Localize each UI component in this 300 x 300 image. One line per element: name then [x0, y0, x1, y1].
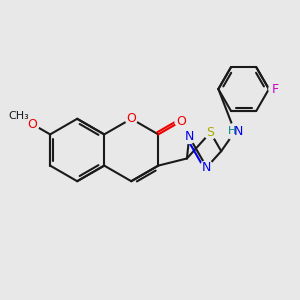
- Text: H: H: [228, 126, 236, 136]
- Text: S: S: [206, 126, 214, 139]
- Circle shape: [183, 130, 196, 143]
- Circle shape: [269, 83, 281, 95]
- Circle shape: [125, 113, 137, 125]
- Text: N: N: [184, 130, 194, 143]
- Circle shape: [10, 107, 27, 125]
- Text: O: O: [28, 118, 38, 131]
- Text: N: N: [202, 161, 211, 174]
- Text: O: O: [126, 112, 136, 125]
- Text: F: F: [271, 82, 278, 96]
- Circle shape: [175, 116, 187, 127]
- Circle shape: [200, 161, 213, 174]
- Text: CH₃: CH₃: [8, 111, 29, 121]
- Circle shape: [204, 126, 217, 139]
- Text: N: N: [234, 124, 243, 138]
- Text: O: O: [176, 115, 186, 128]
- Circle shape: [226, 123, 243, 140]
- Circle shape: [26, 118, 39, 131]
